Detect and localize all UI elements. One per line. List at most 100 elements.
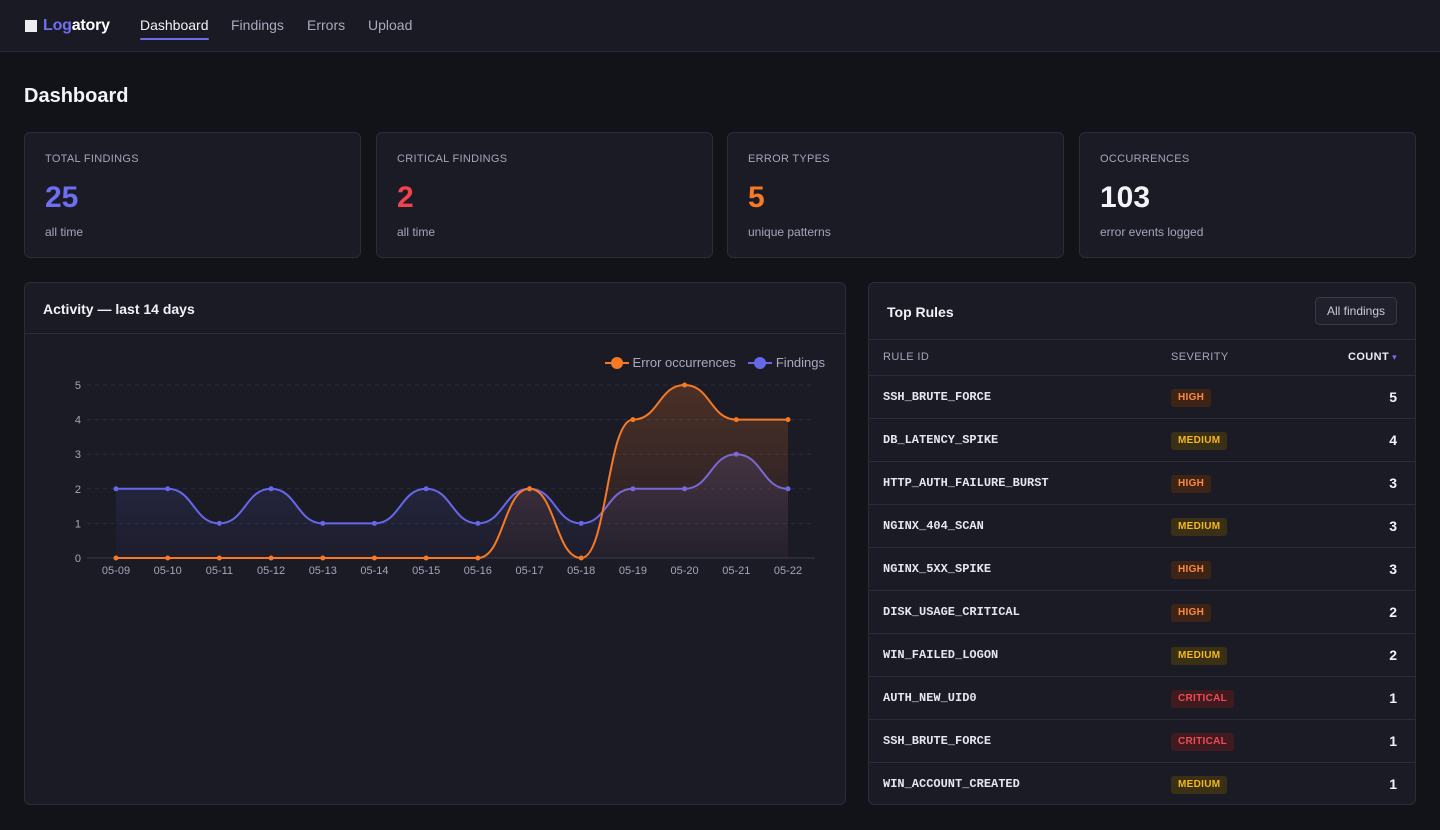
rule-id-cell: SSH_BRUTE_FORCE bbox=[883, 734, 992, 748]
page-title: Dashboard bbox=[24, 85, 129, 107]
rule-id-cell: WIN_FAILED_LOGON bbox=[883, 648, 999, 662]
data-point bbox=[475, 520, 481, 526]
top-nav: Logatory Dashboard Findings Errors Uploa… bbox=[0, 0, 1440, 52]
y-tick-label: 1 bbox=[75, 518, 81, 530]
rule-id-cell: SSH_BRUTE_FORCE bbox=[883, 390, 992, 404]
data-point bbox=[578, 520, 584, 526]
table-row[interactable]: DISK_USAGE_CRITICAL HIGH 2 bbox=[869, 590, 1415, 633]
table-row[interactable]: DB_LATENCY_SPIKE MEDIUM 4 bbox=[869, 418, 1415, 461]
data-point bbox=[527, 486, 533, 492]
rule-id-cell: NGINX_5XX_SPIKE bbox=[883, 562, 992, 576]
legend-swatch-errors bbox=[604, 356, 629, 369]
legend-label: Error occurrences bbox=[632, 355, 736, 370]
y-tick-label: 2 bbox=[75, 484, 81, 496]
data-point bbox=[113, 486, 119, 492]
severity-badge: HIGH bbox=[1171, 475, 1212, 493]
column-header-count[interactable]: COUNT ▾ bbox=[1348, 351, 1397, 363]
activity-panel: Activity — last 14 days Error occurrence… bbox=[24, 282, 846, 805]
nav-upload[interactable]: Upload bbox=[368, 17, 413, 33]
rule-id-cell: HTTP_AUTH_FAILURE_BURST bbox=[883, 476, 1049, 490]
rule-id-cell: NGINX_404_SCAN bbox=[883, 519, 984, 533]
stat-value: 103 bbox=[1100, 181, 1151, 214]
nav-errors[interactable]: Errors bbox=[307, 17, 346, 33]
table-row[interactable]: SSH_BRUTE_FORCE HIGH 5 bbox=[869, 375, 1415, 418]
x-tick-label: 05-18 bbox=[567, 565, 595, 577]
top-rules-title: Top Rules bbox=[887, 304, 954, 320]
severity-badge: CRITICAL bbox=[1171, 690, 1235, 708]
count-cell: 5 bbox=[1389, 389, 1397, 405]
data-point bbox=[682, 382, 688, 388]
logo-square-icon bbox=[25, 20, 37, 32]
table-row[interactable]: SSH_BRUTE_FORCE CRITICAL 1 bbox=[869, 719, 1415, 762]
series-line-errors bbox=[115, 383, 788, 560]
x-tick-label: 05-20 bbox=[671, 565, 699, 577]
data-point bbox=[371, 555, 377, 561]
data-point bbox=[216, 555, 222, 561]
nav-dashboard[interactable]: Dashboard bbox=[140, 17, 209, 40]
brand-name: Logatory bbox=[43, 17, 110, 35]
data-point bbox=[423, 555, 429, 561]
x-tick-label: 05-13 bbox=[309, 565, 337, 577]
stat-subtext: unique patterns bbox=[748, 225, 831, 239]
x-tick-label: 05-17 bbox=[515, 565, 543, 577]
legend-item-findings[interactable]: Findings bbox=[747, 355, 825, 370]
count-cell: 2 bbox=[1389, 647, 1397, 663]
column-header-rule-id[interactable]: RULE ID bbox=[883, 351, 930, 363]
legend-label: Findings bbox=[775, 355, 825, 370]
table-row[interactable]: AUTH_NEW_UID0 CRITICAL 1 bbox=[869, 676, 1415, 719]
nav-findings[interactable]: Findings bbox=[231, 17, 284, 33]
stat-label: ERROR TYPES bbox=[748, 153, 830, 165]
column-header-severity[interactable]: SEVERITY bbox=[1171, 351, 1229, 363]
brand-prefix: Log bbox=[43, 17, 72, 34]
stat-card-error-types: ERROR TYPES 5 unique patterns bbox=[727, 132, 1064, 258]
table-row[interactable]: WIN_FAILED_LOGON MEDIUM 2 bbox=[869, 633, 1415, 676]
severity-badge: HIGH bbox=[1171, 561, 1212, 579]
data-point bbox=[630, 417, 636, 423]
legend-item-errors[interactable]: Error occurrences bbox=[604, 355, 736, 370]
data-point bbox=[320, 520, 326, 526]
stat-card-occurrences: OCCURRENCES 103 error events logged bbox=[1079, 132, 1416, 258]
data-point bbox=[578, 555, 584, 561]
count-cell: 2 bbox=[1389, 604, 1397, 620]
y-tick-label: 5 bbox=[75, 380, 81, 392]
table-row[interactable]: WIN_ACCOUNT_CREATED MEDIUM 1 bbox=[869, 762, 1415, 805]
legend-swatch-findings bbox=[747, 356, 772, 369]
stat-card-total-findings: TOTAL FINDINGS 25 all time bbox=[24, 132, 361, 258]
x-tick-label: 05-19 bbox=[619, 565, 647, 577]
activity-title: Activity — last 14 days bbox=[43, 301, 195, 317]
count-cell: 3 bbox=[1389, 475, 1397, 491]
chart-legend: Error occurrences Findings bbox=[604, 355, 825, 370]
y-tick-label: 4 bbox=[75, 415, 81, 427]
brand-logo[interactable]: Logatory bbox=[25, 16, 110, 36]
count-cell: 1 bbox=[1389, 733, 1397, 749]
all-findings-button[interactable]: All findings bbox=[1314, 297, 1397, 325]
data-point bbox=[165, 555, 171, 561]
table-row[interactable]: NGINX_5XX_SPIKE HIGH 3 bbox=[869, 547, 1415, 590]
table-row[interactable]: NGINX_404_SCAN MEDIUM 3 bbox=[869, 504, 1415, 547]
y-tick-label: 0 bbox=[75, 553, 81, 565]
table-row[interactable]: HTTP_AUTH_FAILURE_BURST HIGH 3 bbox=[869, 461, 1415, 504]
top-rules-header: Top Rules All findings bbox=[869, 283, 1415, 340]
x-tick-label: 05-21 bbox=[722, 565, 750, 577]
data-point bbox=[733, 417, 739, 423]
severity-badge: MEDIUM bbox=[1171, 518, 1228, 536]
severity-badge: MEDIUM bbox=[1171, 647, 1228, 665]
severity-badge: MEDIUM bbox=[1171, 432, 1228, 450]
data-point bbox=[371, 520, 377, 526]
stat-value: 25 bbox=[45, 181, 79, 214]
severity-badge: HIGH bbox=[1171, 389, 1212, 407]
data-point bbox=[268, 555, 274, 561]
stat-subtext: error events logged bbox=[1100, 225, 1204, 239]
x-tick-label: 05-15 bbox=[412, 565, 440, 577]
count-header-label: COUNT bbox=[1347, 351, 1390, 363]
stat-subtext: all time bbox=[45, 225, 84, 239]
data-point bbox=[423, 486, 429, 492]
count-cell: 4 bbox=[1389, 432, 1397, 448]
count-cell: 1 bbox=[1389, 690, 1397, 706]
stat-card-critical-findings: CRITICAL FINDINGS 2 all time bbox=[376, 132, 713, 258]
stat-subtext: all time bbox=[397, 225, 436, 239]
count-cell: 3 bbox=[1389, 561, 1397, 577]
data-point bbox=[785, 417, 791, 423]
data-point bbox=[320, 555, 326, 561]
data-point bbox=[268, 486, 274, 492]
